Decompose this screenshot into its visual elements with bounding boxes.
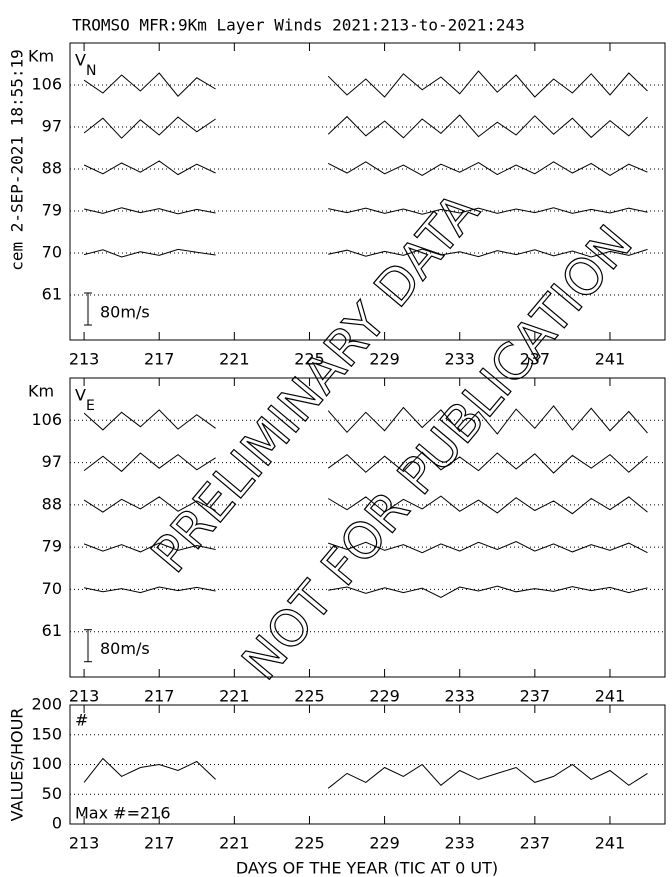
- scale-label: 80m/s: [100, 303, 150, 322]
- scale-label: 80m/s: [100, 639, 150, 658]
- x-tick-label: 237: [520, 687, 551, 706]
- x-tick-label: 217: [144, 350, 175, 369]
- y-tick-label: 0: [52, 814, 62, 833]
- x-tick-label: 213: [69, 834, 100, 853]
- trace: [83, 405, 648, 435]
- chart-title: TROMSO MFR:9Km Layer Winds 2021:213-to-2…: [72, 16, 525, 35]
- panel-label: V: [75, 51, 86, 70]
- y-tick-label: 88: [42, 494, 62, 513]
- x-tick-label: 241: [595, 834, 626, 853]
- trace: [83, 585, 648, 598]
- y-tick-label: 97: [42, 452, 62, 471]
- x-tick-label: 221: [219, 834, 250, 853]
- trace: [83, 540, 648, 554]
- x-tick-label: 229: [369, 350, 400, 369]
- x-tick-label: 213: [69, 687, 100, 706]
- panel-label-sub: E: [86, 398, 95, 414]
- timestamp: cem 2-SEP-2021 18:55:19: [8, 49, 27, 271]
- y-tick-label: 70: [42, 579, 62, 598]
- x-tick-label: 217: [144, 687, 175, 706]
- x-tick-label: 213: [69, 350, 100, 369]
- y-tick-label: 150: [31, 724, 62, 743]
- y-tick-label: 79: [42, 537, 62, 556]
- y-tick-label: 97: [42, 117, 62, 136]
- x-tick-label: 217: [144, 834, 175, 853]
- y-tick-label: 50: [42, 784, 62, 803]
- y-axis-label: VALUES/HOUR: [8, 708, 27, 822]
- y-axis-label: Km: [28, 382, 54, 401]
- x-tick-label: 241: [595, 687, 626, 706]
- x-tick-label: 237: [520, 350, 551, 369]
- panel-label: V: [75, 386, 86, 405]
- x-tick-label: 225: [294, 687, 325, 706]
- x-tick-label: 233: [444, 834, 475, 853]
- trace: [83, 70, 648, 98]
- trace: [83, 114, 648, 139]
- y-tick-label: 106: [31, 75, 62, 94]
- x-tick-label: 229: [369, 834, 400, 853]
- y-tick-label: 106: [31, 410, 62, 429]
- watermark: PRELIMINARY DATA: [140, 182, 490, 583]
- x-tick-label: 221: [219, 687, 250, 706]
- y-tick-label: 200: [31, 695, 62, 714]
- panels: 61 70 79 88 97 106 213 217 221 225 229 233 237 241 Km V…: [8, 42, 666, 877]
- trace: [83, 160, 648, 176]
- y-tick-label: 100: [31, 754, 62, 773]
- trace: [83, 207, 648, 215]
- x-tick-label: 233: [444, 687, 475, 706]
- x-tick-label: 221: [219, 350, 250, 369]
- y-tick-label: 79: [42, 201, 62, 220]
- y-tick-label: 88: [42, 159, 62, 178]
- x-tick-label: 225: [294, 834, 325, 853]
- trace: [83, 757, 648, 789]
- x-tick-label: 241: [595, 350, 626, 369]
- note: Max #=216: [75, 804, 171, 823]
- x-tick-label: 229: [369, 687, 400, 706]
- plot-frame: [69, 377, 666, 678]
- x-axis-label: DAYS OF THE YEAR (TIC AT 0 UT): [236, 859, 498, 877]
- trace: [83, 495, 648, 515]
- panel-label-sub: N: [86, 63, 96, 79]
- trace: [83, 451, 648, 474]
- y-tick-label: 61: [42, 621, 62, 640]
- y-tick-label: 70: [42, 243, 62, 262]
- x-tick-label: 237: [520, 834, 551, 853]
- plot-frame: [69, 42, 666, 341]
- x-tick-label: 225: [294, 350, 325, 369]
- trace: [83, 248, 648, 258]
- y-axis-label: Km: [28, 47, 54, 66]
- panel-label: #: [75, 711, 88, 730]
- y-tick-label: 61: [42, 285, 62, 304]
- x-tick-label: 233: [444, 350, 475, 369]
